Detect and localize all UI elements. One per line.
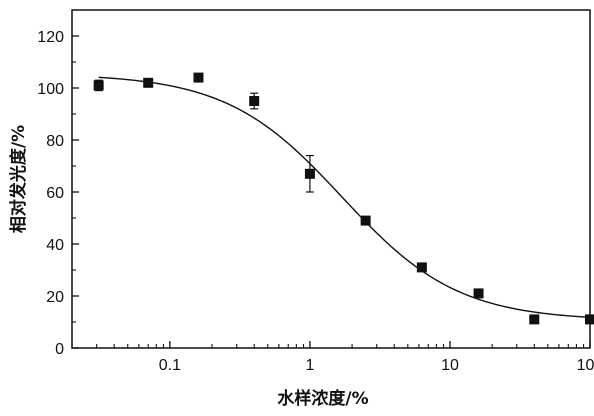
fit-curve bbox=[98, 76, 591, 319]
plot-frame bbox=[71, 9, 591, 349]
y-axis: 0 20 40 60 80 100 120 bbox=[37, 29, 79, 358]
y-tick-label: 20 bbox=[46, 289, 64, 306]
data-point bbox=[193, 72, 204, 83]
data-point bbox=[416, 262, 427, 273]
data-point bbox=[93, 79, 104, 92]
y-tick-label: 100 bbox=[37, 81, 64, 98]
square-marker bbox=[193, 72, 204, 83]
y-tick-label: 120 bbox=[37, 29, 64, 46]
square-marker bbox=[473, 288, 484, 299]
data-point bbox=[360, 215, 371, 226]
data-points bbox=[93, 72, 594, 325]
y-tick-label: 40 bbox=[46, 237, 64, 254]
data-point bbox=[529, 314, 540, 325]
square-marker bbox=[93, 80, 104, 91]
x-axis: 0.1 1 10 100 bbox=[71, 341, 594, 374]
x-tick-label: 100 bbox=[577, 357, 594, 374]
x-tick-label: 10 bbox=[441, 357, 459, 374]
square-marker bbox=[416, 262, 427, 273]
square-marker bbox=[143, 77, 154, 88]
square-marker bbox=[249, 96, 260, 106]
y-tick-label: 80 bbox=[46, 133, 64, 150]
square-marker bbox=[304, 168, 315, 179]
data-point bbox=[585, 314, 594, 325]
square-marker bbox=[360, 215, 371, 226]
square-marker bbox=[585, 314, 594, 325]
x-axis-label: 水样浓度/% bbox=[277, 388, 368, 409]
x-tick-label: 0.1 bbox=[159, 357, 181, 374]
y-tick-label: 60 bbox=[46, 185, 64, 202]
data-point bbox=[249, 92, 260, 110]
y-axis-label: 相对发光度/% bbox=[8, 125, 29, 233]
data-point bbox=[473, 288, 484, 299]
data-point bbox=[143, 77, 154, 88]
x-tick-label: 1 bbox=[305, 357, 314, 374]
y-tick-label: 0 bbox=[55, 341, 64, 358]
square-marker bbox=[529, 314, 540, 325]
data-point bbox=[304, 155, 315, 193]
